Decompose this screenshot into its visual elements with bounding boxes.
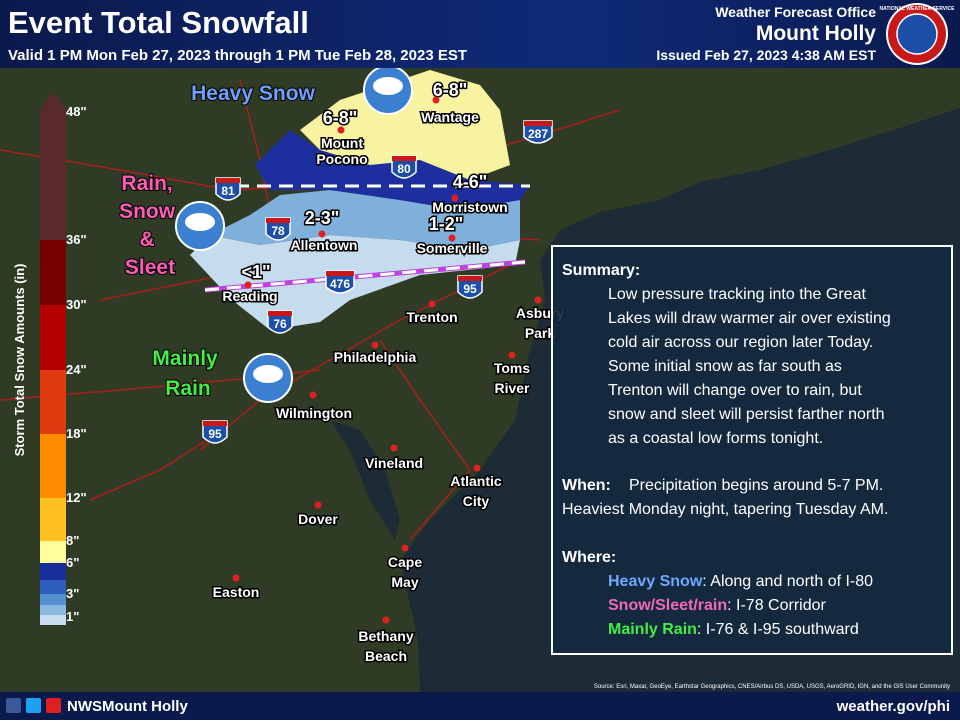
legend-label: 48" (66, 104, 87, 119)
twitter-icon[interactable] (26, 698, 41, 713)
highway-label: 95 (463, 282, 477, 296)
highway-label: 76 (273, 317, 287, 331)
amount-label: 6-8" (433, 80, 468, 100)
legend-swatch (40, 370, 66, 434)
legend-swatch (40, 541, 66, 563)
city-label: Trenton (406, 309, 457, 325)
office-name: Mount Holly (756, 22, 876, 45)
legend-swatch (40, 240, 66, 305)
office-label: Weather Forecast Office (715, 4, 876, 20)
when-text: Heaviest Monday night, tapering Tuesday … (562, 501, 888, 518)
amount-label: 1-2" (429, 214, 464, 234)
amount-label: <1" (241, 262, 270, 282)
title: Event Total Snowfall (8, 5, 309, 40)
legend-swatch (40, 434, 66, 498)
city-label: Cape May (388, 554, 422, 590)
summary-box: Summary: Low pressure tracking into the … (551, 245, 953, 655)
nws-logo-core (896, 13, 938, 55)
where-item: Heavy Snow: Along and north of I-80 (608, 573, 873, 590)
summary-text: Low pressure tracking into the Great Lak… (608, 286, 895, 447)
source-credit: Source: Esri, Maxar, GeoEye, Earthstar G… (594, 684, 950, 690)
legend-swatch (40, 605, 66, 615)
when-text: Precipitation begins around 5-7 PM. (629, 477, 883, 494)
legend-label: 3" (66, 586, 79, 601)
social-handle: NWSMount Holly (67, 698, 188, 715)
highway-shields: 81 78 80 287 476 95 76 95 (202, 120, 553, 444)
city-label: Morristown (432, 199, 507, 215)
legend-label: 24" (66, 362, 87, 377)
city-dots (232, 96, 542, 624)
highway-label: 80 (397, 162, 411, 176)
weather-icons (175, 65, 413, 403)
header-band (0, 0, 960, 68)
highway-label: 81 (221, 184, 235, 198)
nws-logo-text: NATIONAL WEATHER SERVICE (880, 6, 956, 12)
issued-time: Issued Feb 27, 2023 4:38 AM EST (656, 47, 876, 63)
highway-label: 95 (208, 427, 222, 441)
region-label: Heavy Snow (191, 82, 315, 105)
city-label: Wilmington (276, 405, 352, 421)
amount-label: 2-3" (305, 208, 340, 228)
legend-label: 8" (66, 533, 79, 548)
when-heading: When: (562, 477, 611, 494)
legend-swatch (40, 563, 66, 580)
legend-swatch (40, 498, 66, 541)
cloud (253, 365, 283, 383)
city-label: Reading (222, 288, 277, 304)
legend-swatch (40, 580, 66, 594)
website-url[interactable]: weather.gov/phi (836, 698, 950, 715)
where-item: Snow/Sleet/rain: I-78 Corridor (608, 597, 827, 614)
legend-label: 18" (66, 426, 87, 441)
region-label: Rain, Snow & Sleet (119, 172, 181, 279)
amount-label: 6-8" (323, 108, 358, 128)
legend: Storm Total Snow Amounts (in) 48" 36" 30… (12, 92, 87, 625)
legend-title: Storm Total Snow Amounts (in) (12, 264, 27, 457)
city-label: Somerville (417, 240, 488, 256)
where-heading: Where: (562, 549, 616, 566)
snow-6 (300, 70, 510, 180)
valid-period: Valid 1 PM Mon Feb 27, 2023 through 1 PM… (8, 47, 467, 64)
city-label: Toms River (494, 360, 531, 396)
legend-label: 30" (66, 297, 87, 312)
snow-1 (190, 235, 520, 330)
legend-label: 6" (66, 555, 79, 570)
legend-arrow (40, 92, 66, 110)
highway-label: 78 (271, 224, 285, 238)
cloud (185, 213, 215, 231)
legend-swatch (40, 110, 66, 240)
summary-panel (551, 245, 953, 655)
city-label: Wantage (421, 109, 479, 125)
region-label: Mainly Rain (152, 347, 223, 400)
facebook-icon[interactable] (6, 698, 21, 713)
delaware-bay (330, 420, 400, 540)
city-label: Atlantic City (450, 473, 502, 509)
city-label: Vineland (365, 455, 423, 471)
legend-label: 12" (66, 490, 87, 505)
legend-swatch (40, 615, 66, 625)
legend-swatch (40, 305, 66, 370)
boundary-line (204, 260, 526, 292)
highway-label: 287 (528, 127, 548, 141)
footer-band (0, 692, 960, 720)
legend-label: 1" (66, 609, 79, 624)
city-label: Allentown (291, 237, 358, 253)
legend-swatch (40, 594, 66, 605)
amount-label: 4-6" (453, 172, 488, 192)
legend-label: 36" (66, 232, 87, 247)
city-label: Easton (213, 584, 260, 600)
cloud (373, 77, 403, 95)
youtube-icon[interactable] (46, 698, 61, 713)
highway-label: 476 (330, 277, 350, 291)
city-label: Dover (298, 511, 338, 527)
city-label: Mount Pocono (316, 135, 367, 167)
where-item: Mainly Rain: I-76 & I-95 southward (608, 621, 859, 638)
summary-heading: Summary: (562, 262, 640, 279)
city-label: Bethany Beach (358, 628, 413, 664)
city-label: Philadelphia (334, 349, 417, 365)
